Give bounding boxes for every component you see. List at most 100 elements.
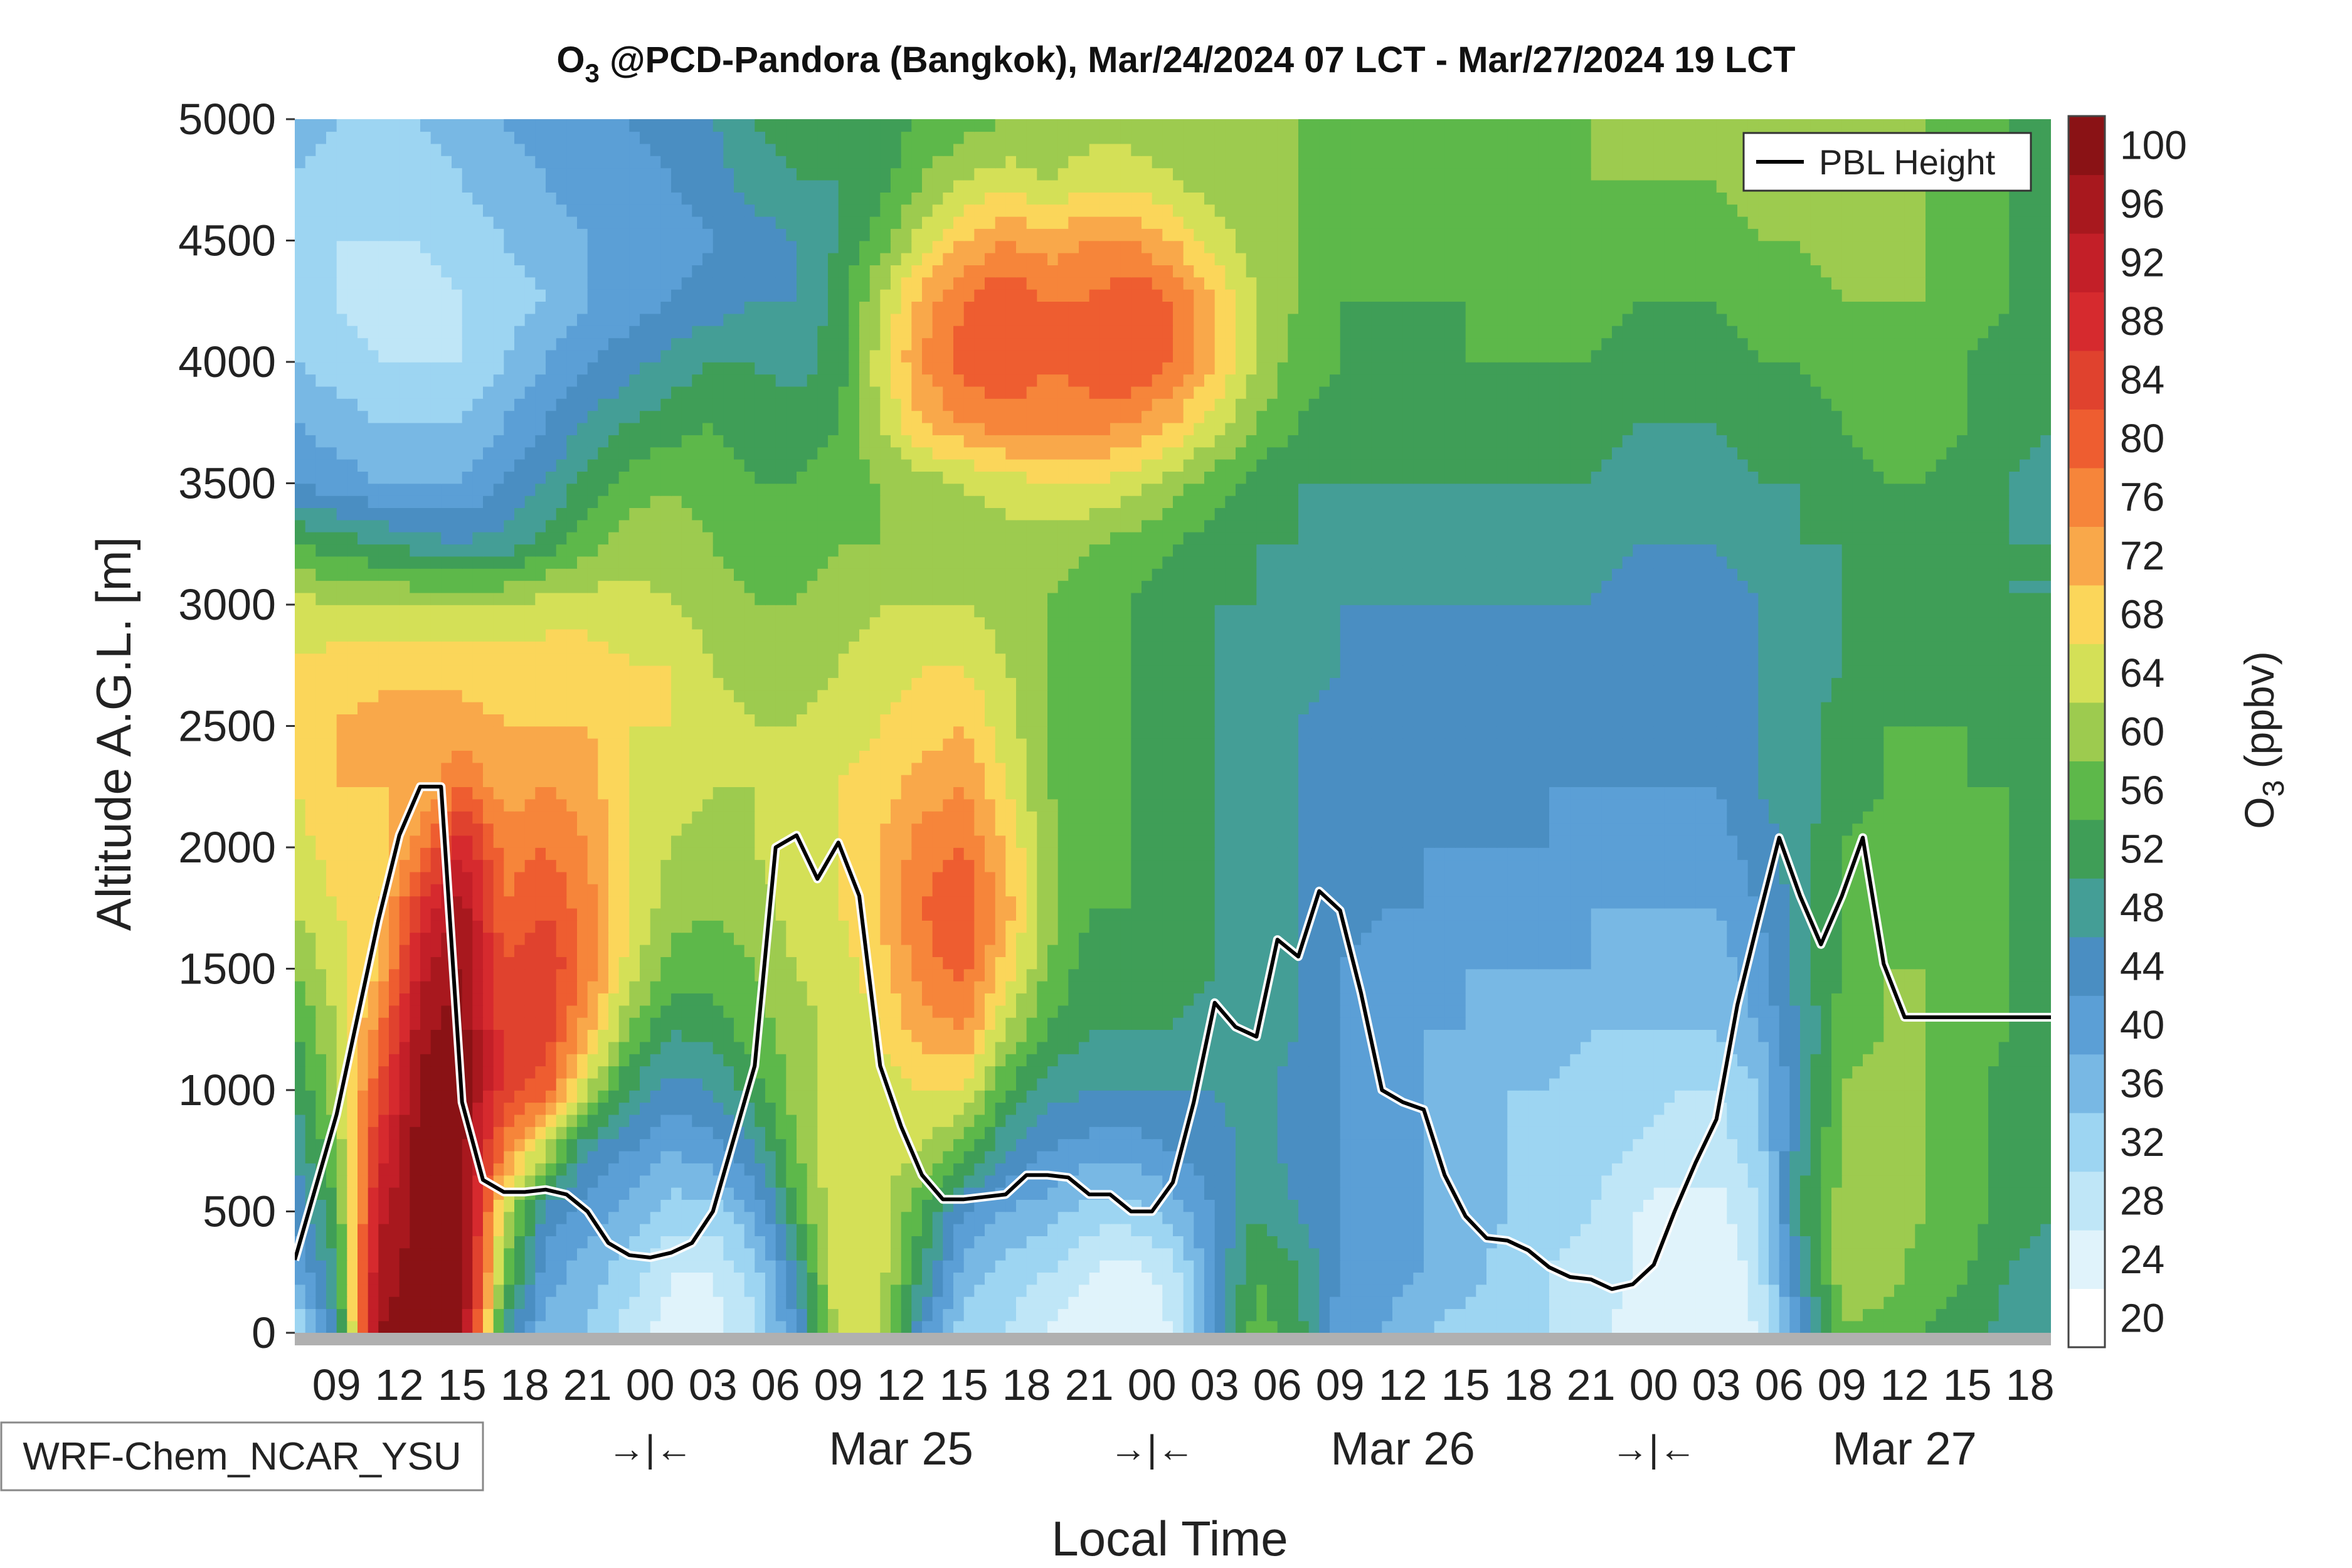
ozone-cell (891, 1163, 902, 1176)
ozone-cell (849, 1114, 860, 1127)
ozone-cell (546, 1150, 557, 1163)
ozone-cell (1246, 1126, 1258, 1140)
ozone-cell (1392, 1199, 1404, 1212)
ozone-cell (1810, 980, 1822, 993)
ozone-cell (1926, 1223, 1937, 1236)
ozone-cell (2030, 1054, 2042, 1067)
ozone-cell (420, 1029, 432, 1042)
ozone-cell (828, 1320, 839, 1333)
ozone-cell (1486, 1078, 1498, 1091)
ozone-cell (1926, 1259, 1937, 1273)
ozone-cell (399, 1284, 411, 1297)
ozone-cell (1099, 1199, 1111, 1212)
ozone-cell (838, 1114, 850, 1127)
ozone-cell (1120, 1248, 1132, 1261)
ozone-cell (399, 1102, 411, 1115)
ozone-cell (1695, 1211, 1707, 1224)
ozone-cell (1653, 1029, 1665, 1042)
ozone-cell (1173, 1054, 1184, 1067)
ozone-cell (692, 1005, 703, 1018)
ozone-cell (1079, 993, 1090, 1006)
ozone-cell (514, 1199, 526, 1212)
ozone-cell (1434, 1017, 1446, 1030)
ozone-cell (1664, 1284, 1675, 1297)
ozone-cell (891, 1248, 902, 1261)
ozone-cell (1340, 1175, 1352, 1188)
ozone-cell (1873, 1078, 1885, 1091)
ozone-cell (524, 1005, 536, 1018)
ozone-cell (1915, 1138, 1926, 1152)
ozone-cell (1549, 1211, 1560, 1224)
ozone-cell (358, 1320, 369, 1333)
ozone-cell (472, 1066, 484, 1079)
ozone-cell (1549, 1041, 1560, 1054)
ozone-cell (546, 980, 557, 993)
ozone-cell (1371, 1187, 1383, 1200)
ozone-cell (1685, 1308, 1697, 1322)
ozone-cell (1350, 1041, 1362, 1054)
ozone-cell (1841, 1163, 1853, 1176)
ozone-cell (953, 1054, 965, 1067)
ozone-cell (1142, 1272, 1153, 1285)
ozone-cell (1967, 1187, 1979, 1200)
ozone-cell (1821, 1102, 1832, 1115)
ozone-cell (1131, 1138, 1142, 1152)
ozone-cell (681, 1090, 693, 1103)
ozone-cell (807, 1090, 818, 1103)
ozone-cell (472, 1259, 484, 1273)
ozone-cell (2009, 1211, 2020, 1224)
ozone-cell (859, 1054, 871, 1067)
ozone-cell (1152, 1272, 1163, 1285)
ozone-cell (1873, 1175, 1885, 1188)
ozone-cell (1957, 1259, 1968, 1273)
ozone-cell (1037, 1236, 1048, 1249)
ozone-cell (556, 1029, 568, 1042)
ozone-cell (1622, 1163, 1634, 1176)
ozone-cell (1915, 1187, 1926, 1200)
ozone-cell (1559, 1150, 1571, 1163)
ozone-cell (493, 1296, 505, 1310)
ozone-cell (838, 1236, 850, 1249)
ozone-cell (1047, 1114, 1059, 1127)
ozone-cell (880, 980, 891, 993)
ozone-cell (514, 1138, 526, 1152)
ozone-cell (1915, 1199, 1926, 1212)
ozone-cell (1413, 1150, 1424, 1163)
ozone-cell (598, 1090, 609, 1103)
ozone-cell (1047, 1090, 1059, 1103)
ozone-cell (1236, 1236, 1247, 1249)
ozone-cell (483, 1054, 494, 1067)
ozone-cell (452, 1187, 463, 1200)
ozone-cell (1068, 1078, 1079, 1091)
ozone-cell (1068, 1090, 1079, 1103)
ozone-cell (1026, 968, 1038, 982)
ozone-cell (629, 1029, 640, 1042)
ozone-cell (347, 1199, 358, 1212)
ozone-cell (1957, 1320, 1968, 1333)
ozone-cell (1936, 1175, 1947, 1188)
ozone-cell (1915, 1211, 1926, 1224)
ozone-cell (828, 1284, 839, 1297)
ozone-cell (1633, 993, 1644, 1006)
ozone-cell (347, 1175, 358, 1188)
ozone-cell (420, 1320, 432, 1333)
ozone-cell (775, 1017, 787, 1030)
ozone-cell (1465, 1041, 1477, 1054)
ozone-cell (1350, 1090, 1362, 1103)
ozone-cell (1402, 1126, 1414, 1140)
ozone-cell (326, 1187, 337, 1200)
ozone-cell (524, 1248, 536, 1261)
ozone-cell (734, 1248, 745, 1261)
ozone-cell (1047, 1187, 1059, 1200)
ozone-cell (1957, 1066, 1968, 1079)
ozone-cell (1236, 1187, 1247, 1200)
ozone-cell (1476, 1017, 1487, 1030)
ozone-cell (1528, 1223, 1540, 1236)
ozone-cell (1926, 1199, 1937, 1212)
ozone-cell (1142, 1054, 1153, 1067)
ozone-cell (974, 1259, 985, 1273)
ozone-cell (1894, 1102, 1905, 1115)
ozone-cell (1695, 1090, 1707, 1103)
ozone-cell (347, 1187, 358, 1200)
ozone-cell (336, 1272, 348, 1285)
